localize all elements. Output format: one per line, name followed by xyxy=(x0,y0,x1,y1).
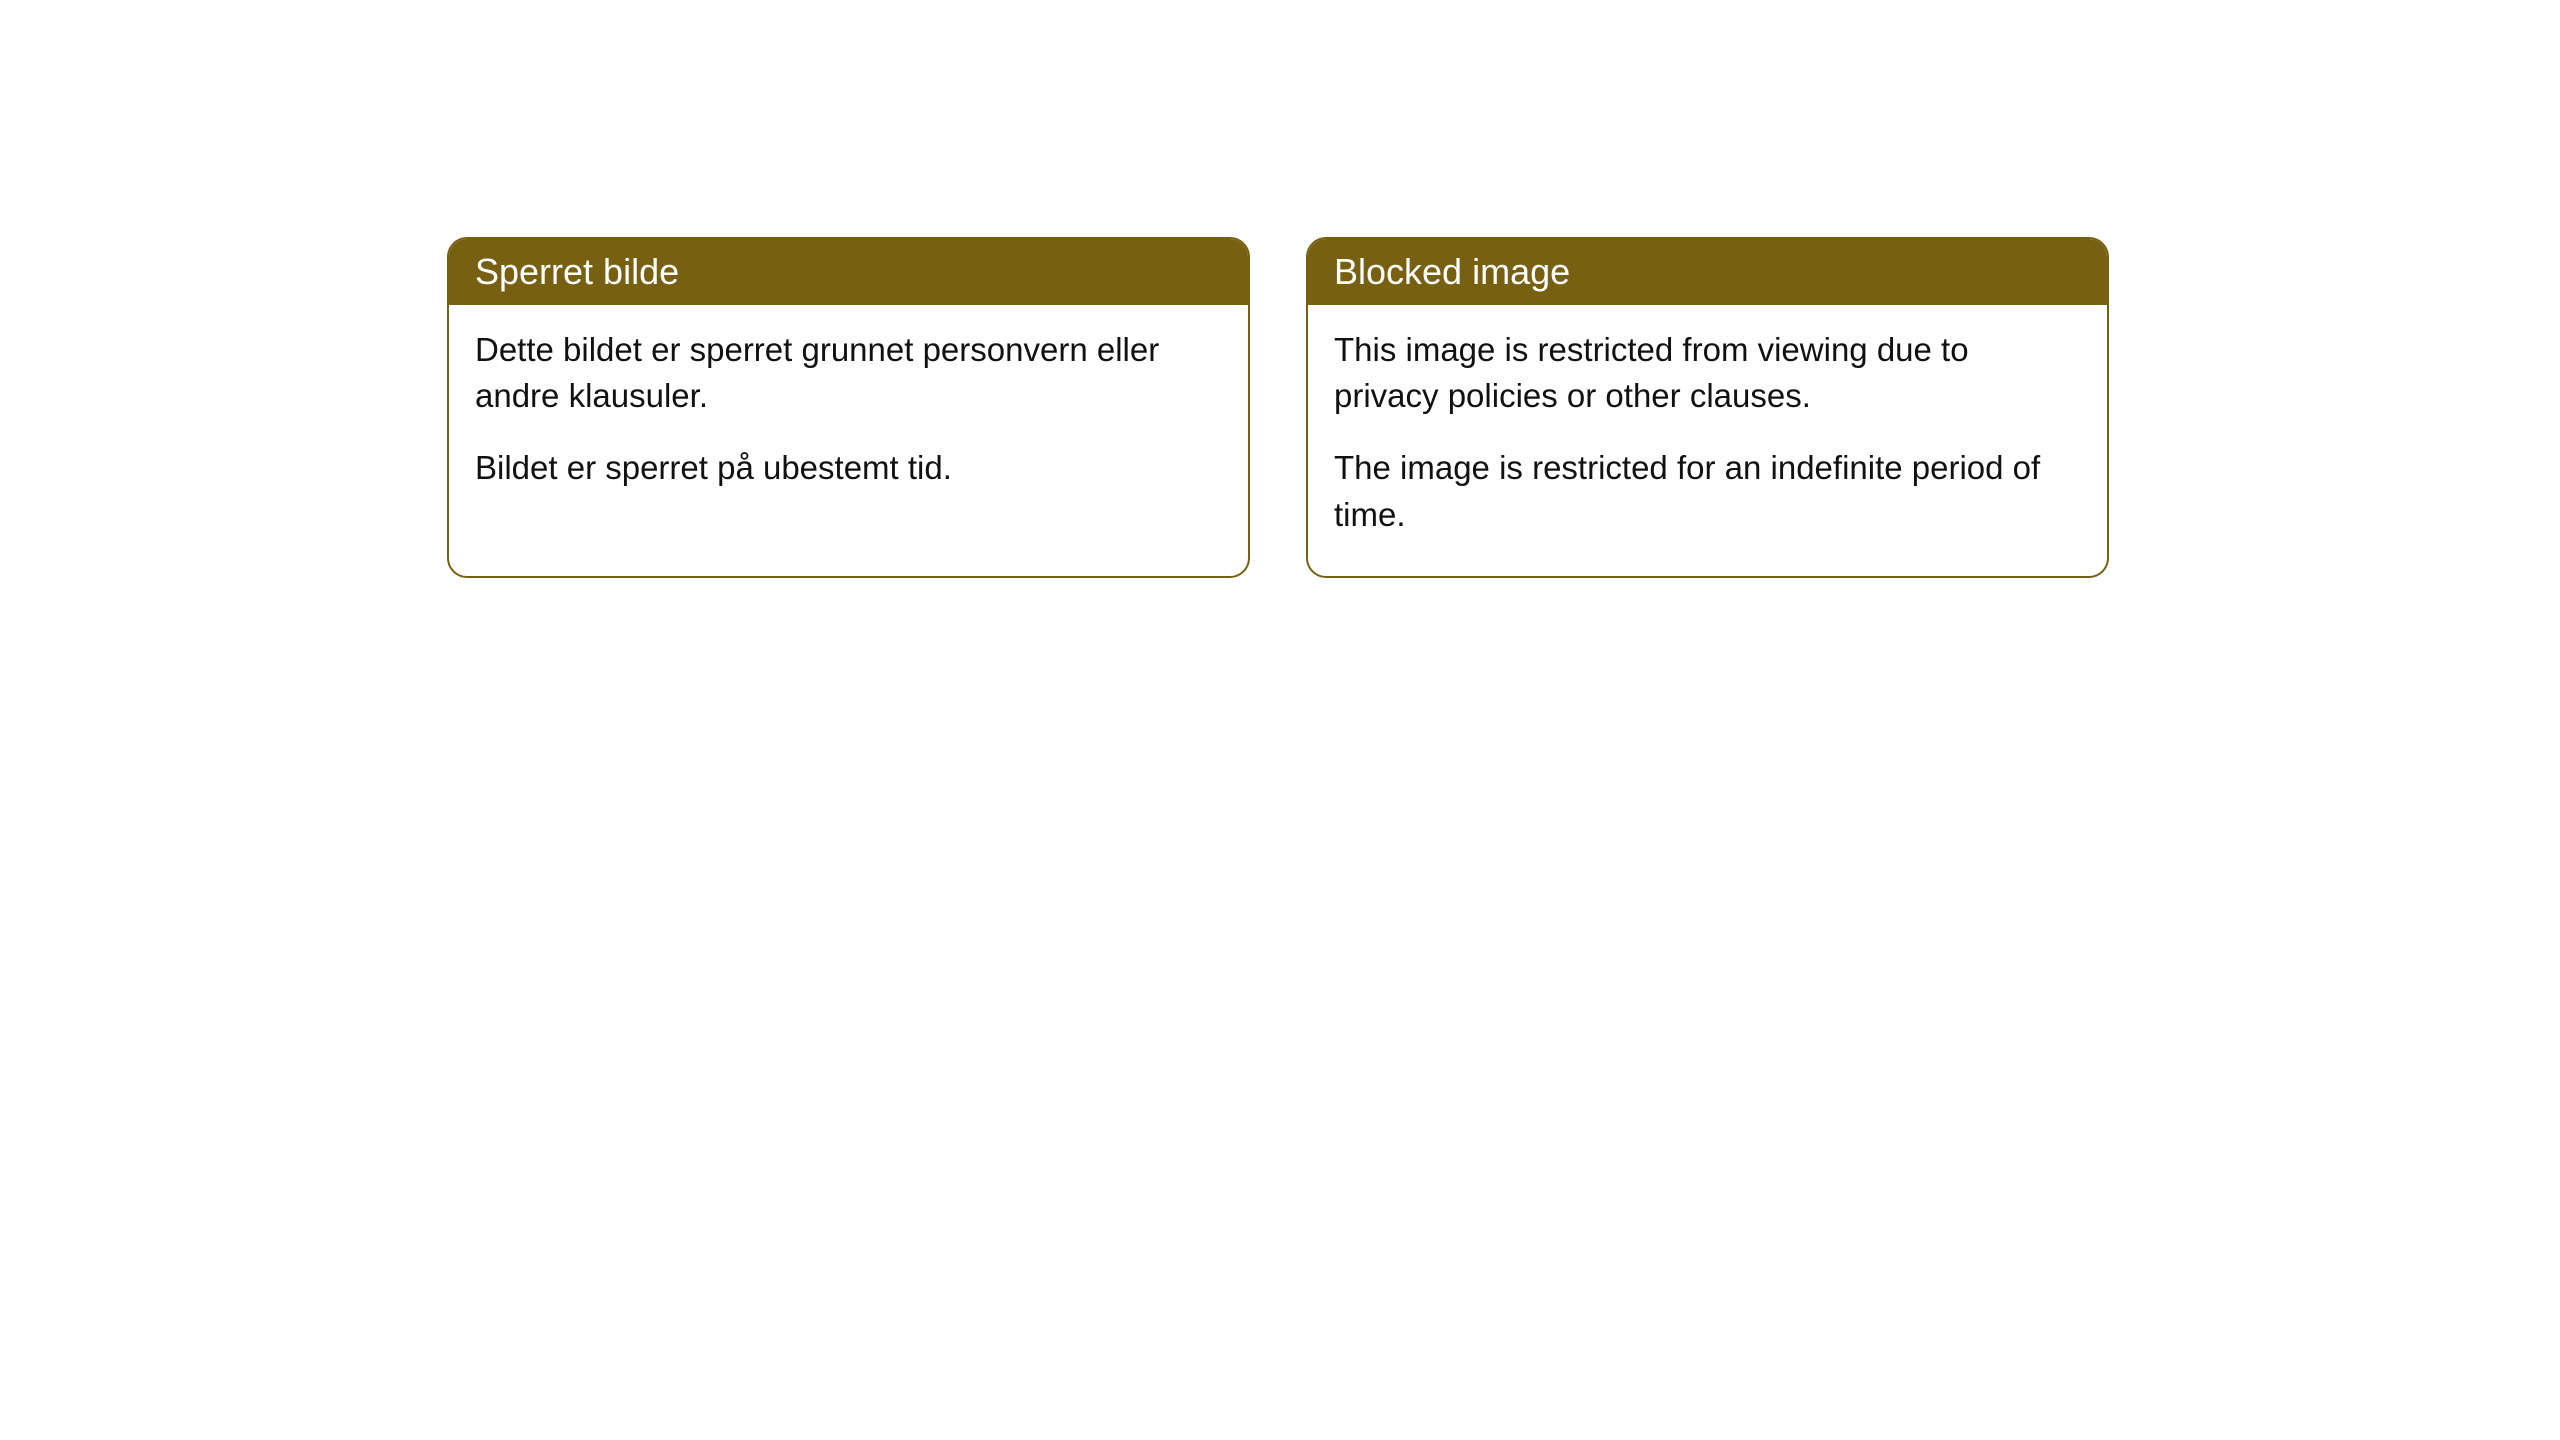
card-body: This image is restricted from viewing du… xyxy=(1308,305,2107,576)
card-paragraph: The image is restricted for an indefinit… xyxy=(1334,445,2081,537)
notice-card-english: Blocked image This image is restricted f… xyxy=(1306,237,2109,578)
card-header: Blocked image xyxy=(1308,239,2107,305)
notice-cards-container: Sperret bilde Dette bildet er sperret gr… xyxy=(447,237,2109,578)
card-paragraph: Bildet er sperret på ubestemt tid. xyxy=(475,445,1222,491)
card-paragraph: Dette bildet er sperret grunnet personve… xyxy=(475,327,1222,419)
card-header: Sperret bilde xyxy=(449,239,1248,305)
card-body: Dette bildet er sperret grunnet personve… xyxy=(449,305,1248,530)
notice-card-norwegian: Sperret bilde Dette bildet er sperret gr… xyxy=(447,237,1250,578)
card-paragraph: This image is restricted from viewing du… xyxy=(1334,327,2081,419)
